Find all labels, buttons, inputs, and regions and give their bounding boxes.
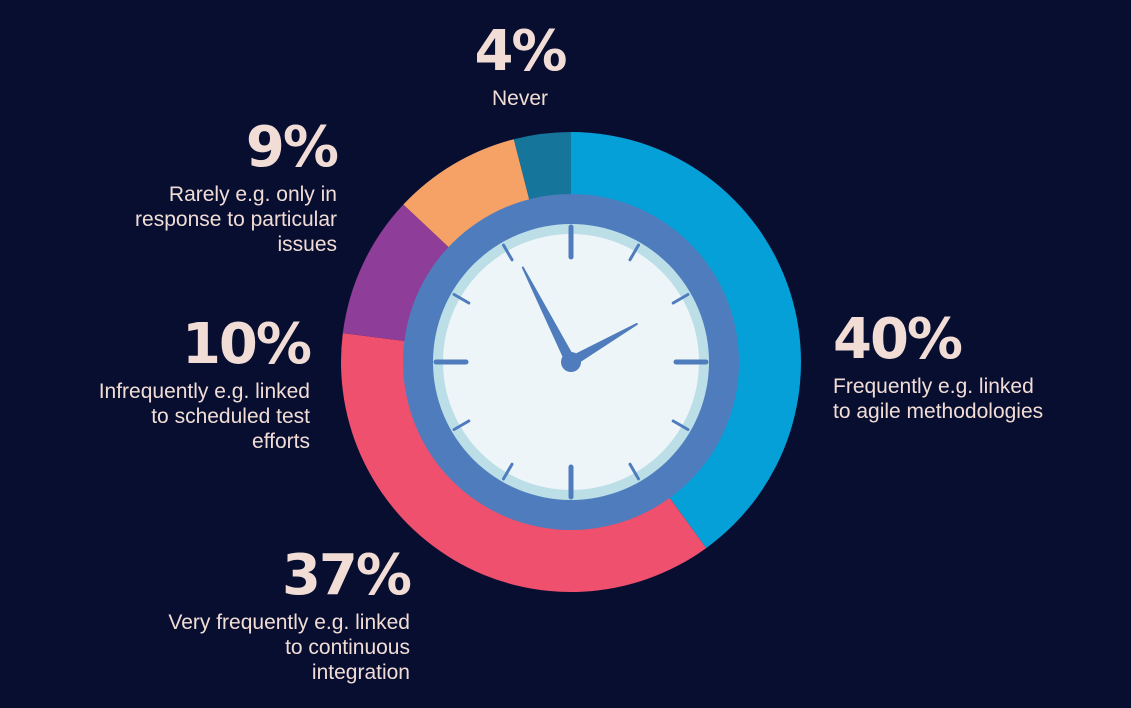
slice-label-very-frequently: 37% Very frequently e.g. linked to conti… [90, 543, 412, 685]
clock-icon [403, 194, 739, 530]
category-label-very-frequently: Very frequently e.g. linked to continuou… [168, 611, 410, 684]
slice-label-never: 4% Never [420, 24, 620, 111]
clock-tick [671, 419, 690, 431]
value-label-rarely: 9% [245, 115, 339, 180]
category-label-never: Never [491, 87, 549, 110]
clock-tick [502, 462, 514, 481]
clock-tick [628, 462, 640, 481]
category-label-frequently: Frequently e.g. linked to agile methodol… [833, 375, 1044, 423]
slice-label-frequently: 40% Frequently e.g. linked to agile meth… [833, 312, 1123, 424]
category-label-infrequently: Infrequently e.g. linked to scheduled te… [98, 380, 310, 453]
clock-center-pin [561, 352, 581, 372]
clock-tick [502, 243, 514, 262]
clock-tick [452, 419, 471, 431]
value-label-infrequently: 10% [181, 312, 312, 377]
clock-tick [628, 243, 640, 262]
value-label-never: 4% [474, 19, 567, 84]
slice-label-infrequently: 10% Infrequently e.g. linked to schedule… [20, 312, 312, 454]
value-label-frequently: 40% [833, 307, 963, 372]
clock-tick [452, 293, 471, 305]
category-label-rarely: Rarely e.g. only in response to particul… [135, 183, 337, 256]
value-label-very-frequently: 37% [281, 543, 412, 608]
slice-label-rarely: 9% Rarely e.g. only in response to parti… [40, 115, 339, 257]
clock-tick [671, 293, 690, 305]
